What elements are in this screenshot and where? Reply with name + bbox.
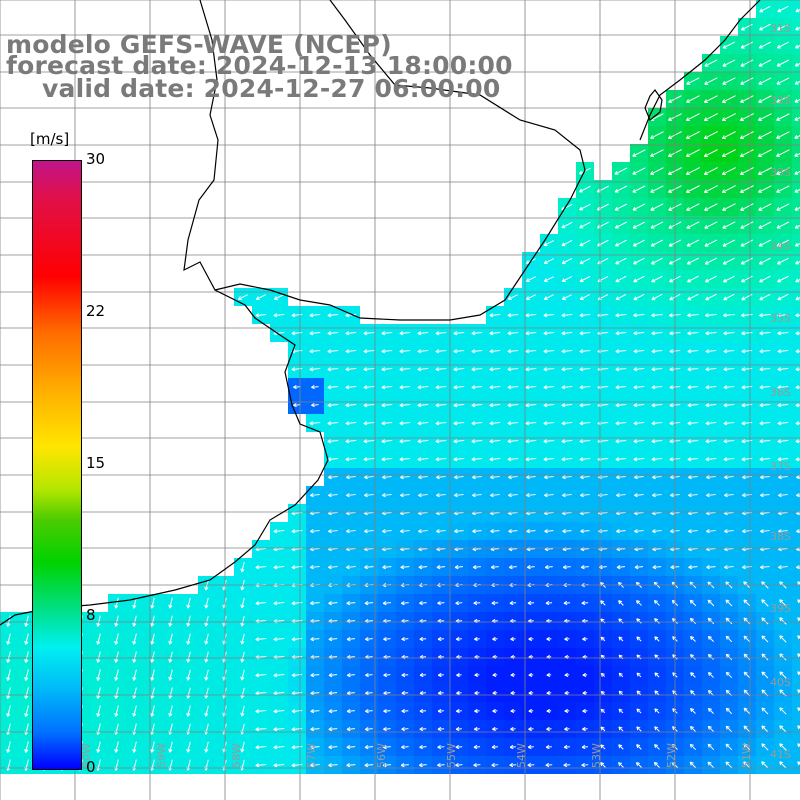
- wind-cell: [792, 90, 800, 108]
- wind-cell: [792, 216, 800, 234]
- latitude-label: 33S: [770, 166, 791, 179]
- longitude-label: 53W: [590, 743, 603, 768]
- latitude-label: 35S: [770, 312, 791, 325]
- colorbar-unit: [m/s]: [30, 130, 70, 148]
- wind-cell: [792, 126, 800, 144]
- wind-cell: [792, 684, 800, 702]
- longitude-label: 57W: [305, 743, 318, 768]
- wind-cell: [792, 18, 800, 36]
- longitude-label: 51W: [740, 743, 753, 768]
- wind-cell: [792, 666, 800, 684]
- latitude-label: 41S: [770, 748, 791, 761]
- longitude-label: 54W: [515, 743, 528, 768]
- latitude-label: 34S: [770, 240, 791, 253]
- wind-cell: [792, 108, 800, 126]
- latitude-label: 31S: [770, 22, 791, 35]
- wind-cell: [792, 612, 800, 630]
- wind-cell: [792, 540, 800, 558]
- colorbar-scale: [32, 160, 82, 770]
- wind-cell: [792, 198, 800, 216]
- longitude-label: 52W: [665, 743, 678, 768]
- wind-cell: [792, 162, 800, 180]
- wind-cell: [792, 468, 800, 486]
- latitude-label: 38S: [770, 530, 791, 543]
- longitude-label: 56W: [375, 743, 388, 768]
- longitude-label: 58W: [230, 743, 243, 768]
- wind-cell: [792, 522, 800, 540]
- colorbar-tick-0: 0: [86, 758, 96, 776]
- latitude-label: 36S: [770, 386, 791, 399]
- longitude-label: 59W: [155, 743, 168, 768]
- valid-date: valid date: 2024-12-27 06:00:00: [42, 74, 501, 103]
- wind-cell: [792, 486, 800, 504]
- wind-cell: [792, 180, 800, 198]
- longitude-label: 55W: [445, 743, 458, 768]
- colorbar-tick-15: 15: [86, 454, 106, 472]
- wind-cell: [792, 630, 800, 648]
- colorbar-tick-8: 8: [86, 606, 96, 624]
- latitude-label: 32S: [770, 94, 791, 107]
- latitude-label: 40S: [770, 676, 791, 689]
- wind-cell: [792, 252, 800, 270]
- wind-cell: [792, 234, 800, 252]
- latitude-label: 39S: [770, 602, 791, 615]
- wind-cell: [792, 144, 800, 162]
- wind-cell: [792, 720, 800, 738]
- colorbar-tick-30: 30: [86, 150, 106, 168]
- wind-cell: [792, 72, 800, 90]
- wind-cell: [792, 594, 800, 612]
- wind-cell: [792, 288, 800, 306]
- wind-cell: [792, 54, 800, 72]
- wind-cell: [792, 0, 800, 18]
- wind-cell: [792, 702, 800, 720]
- wind-cell: [792, 36, 800, 54]
- wind-cell: [792, 504, 800, 522]
- latitude-label: 37S: [770, 460, 791, 473]
- wind-cell: [792, 648, 800, 666]
- colorbar-tick-22: 22: [86, 302, 106, 320]
- wind-cell: [792, 270, 800, 288]
- wind-cell: [792, 558, 800, 576]
